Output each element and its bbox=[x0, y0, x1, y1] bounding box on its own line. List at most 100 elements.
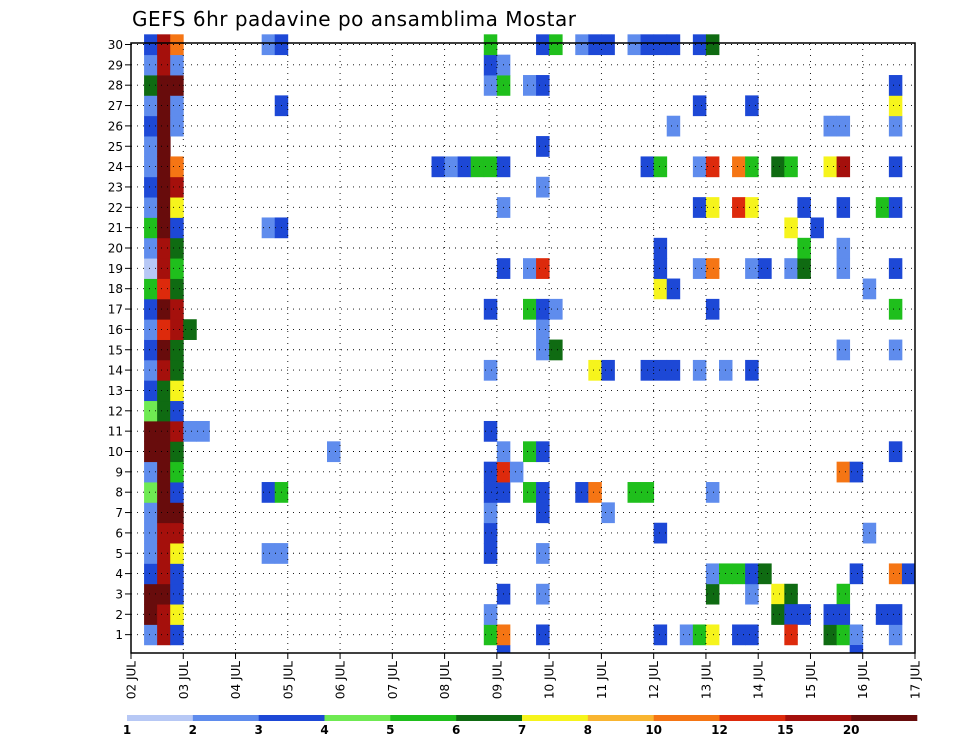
y-tick-label: 19 bbox=[108, 262, 123, 276]
heatmap-cell bbox=[523, 298, 537, 320]
heatmap-cell bbox=[745, 95, 759, 117]
heatmap-cell bbox=[836, 237, 851, 259]
heatmap-cell bbox=[849, 461, 864, 483]
heatmap-cell bbox=[823, 604, 837, 625]
legend-swatch bbox=[324, 715, 391, 721]
heatmap-cell bbox=[536, 339, 550, 361]
heatmap-cell bbox=[653, 258, 668, 279]
legend-label: 10 bbox=[645, 723, 662, 737]
heatmap-cell bbox=[758, 258, 772, 279]
heatmap-cell bbox=[692, 624, 707, 646]
y-tick-label: 29 bbox=[108, 58, 123, 72]
heatmap-cell bbox=[705, 624, 720, 646]
heatmap-cell bbox=[692, 95, 707, 117]
heatmap-cell bbox=[483, 156, 498, 178]
heatmap-cell bbox=[745, 197, 759, 218]
heatmap-cell bbox=[601, 34, 615, 56]
heatmap-cell bbox=[836, 156, 851, 178]
heatmap-cell bbox=[157, 115, 171, 137]
heatmap-cell bbox=[705, 34, 720, 56]
heatmap-cell bbox=[483, 604, 498, 625]
x-tick-label: 07 JUL bbox=[386, 661, 400, 699]
x-tick-label: 03 JUL bbox=[177, 661, 191, 699]
heatmap-cell bbox=[157, 237, 171, 259]
x-tick-label: 16 JUL bbox=[856, 661, 870, 699]
heatmap-cell bbox=[888, 441, 903, 463]
heatmap-cell bbox=[170, 339, 184, 361]
heatmap-cell bbox=[157, 563, 171, 585]
heatmap-cell bbox=[666, 359, 681, 381]
y-tick-label: 7 bbox=[115, 506, 123, 520]
x-tick-label: 04 JUL bbox=[229, 661, 243, 699]
heatmap-cell bbox=[653, 359, 668, 381]
heatmap-cell bbox=[888, 75, 903, 96]
heatmap-cell bbox=[157, 278, 171, 300]
y-tick-label: 30 bbox=[108, 38, 123, 52]
legend-label: 1 bbox=[123, 723, 131, 737]
heatmap-cell bbox=[745, 156, 759, 178]
heatmap-cell bbox=[771, 156, 785, 178]
y-tick-label: 16 bbox=[108, 323, 123, 337]
legend-label: 7 bbox=[518, 723, 526, 737]
heatmap-cell bbox=[745, 258, 759, 279]
heatmap-cell bbox=[170, 217, 184, 239]
heatmap-cell bbox=[888, 298, 903, 320]
x-tick-label: 14 JUL bbox=[752, 661, 766, 699]
heatmap-cell bbox=[483, 522, 498, 544]
heatmap-cell bbox=[170, 197, 184, 218]
heatmap-cell bbox=[797, 237, 811, 259]
heatmap-cell bbox=[705, 583, 720, 605]
heatmap-cell bbox=[536, 136, 550, 157]
heatmap-cell bbox=[183, 319, 197, 340]
y-tick-label: 28 bbox=[108, 79, 123, 93]
heatmap-cell bbox=[170, 278, 184, 300]
y-axis: 1234567891011121314151617181920212223242… bbox=[108, 38, 131, 642]
heatmap-cell bbox=[483, 420, 498, 442]
heatmap-cell bbox=[144, 319, 158, 340]
legend-label: 20 bbox=[843, 723, 860, 737]
heatmap-cell bbox=[170, 543, 184, 564]
heatmap-cell bbox=[483, 34, 498, 56]
heatmap-cell bbox=[692, 359, 707, 381]
legend-swatch bbox=[258, 715, 325, 721]
heatmap-cell bbox=[797, 258, 811, 279]
legend-label: 3 bbox=[254, 723, 262, 737]
y-tick-label: 21 bbox=[108, 221, 123, 235]
heatmap-cell bbox=[144, 461, 158, 483]
heatmap-cell bbox=[444, 156, 459, 178]
heatmap-cell bbox=[601, 359, 615, 381]
heatmap-cell bbox=[888, 624, 903, 646]
heatmap-cell bbox=[157, 359, 171, 381]
y-tick-label: 25 bbox=[108, 140, 123, 154]
heatmap-cell bbox=[144, 217, 158, 239]
x-tick-label: 08 JUL bbox=[438, 661, 452, 699]
heatmap-cell bbox=[157, 604, 171, 625]
heatmap-cell bbox=[901, 563, 916, 585]
heatmap-cell bbox=[261, 34, 276, 56]
heatmap-cells bbox=[144, 34, 916, 654]
x-tick-label: 10 JUL bbox=[543, 661, 557, 699]
gridlines bbox=[131, 43, 915, 653]
heatmap-cell bbox=[653, 624, 668, 646]
heatmap-cell bbox=[875, 604, 890, 625]
heatmap-cell bbox=[157, 624, 171, 646]
legend-swatch bbox=[653, 715, 720, 721]
heatmap-cell bbox=[745, 359, 759, 381]
heatmap-cell bbox=[888, 604, 903, 625]
heatmap-cell bbox=[144, 176, 158, 198]
heatmap-cell bbox=[536, 75, 550, 96]
heatmap-cell bbox=[836, 197, 851, 218]
heatmap-cell bbox=[523, 441, 537, 463]
y-tick-label: 8 bbox=[115, 486, 123, 500]
heatmap-cell bbox=[588, 359, 602, 381]
heatmap-cell bbox=[170, 604, 184, 625]
heatmap-cell bbox=[849, 624, 864, 646]
heatmap-cell bbox=[836, 461, 851, 483]
heatmap-cell bbox=[836, 604, 851, 625]
legend-label: 5 bbox=[386, 723, 394, 737]
heatmap-cell bbox=[170, 95, 184, 117]
legend-label: 8 bbox=[584, 723, 592, 737]
heatmap-cell bbox=[705, 156, 720, 178]
x-tick-label: 17 JUL bbox=[909, 661, 923, 699]
heatmap-cell bbox=[170, 583, 184, 605]
